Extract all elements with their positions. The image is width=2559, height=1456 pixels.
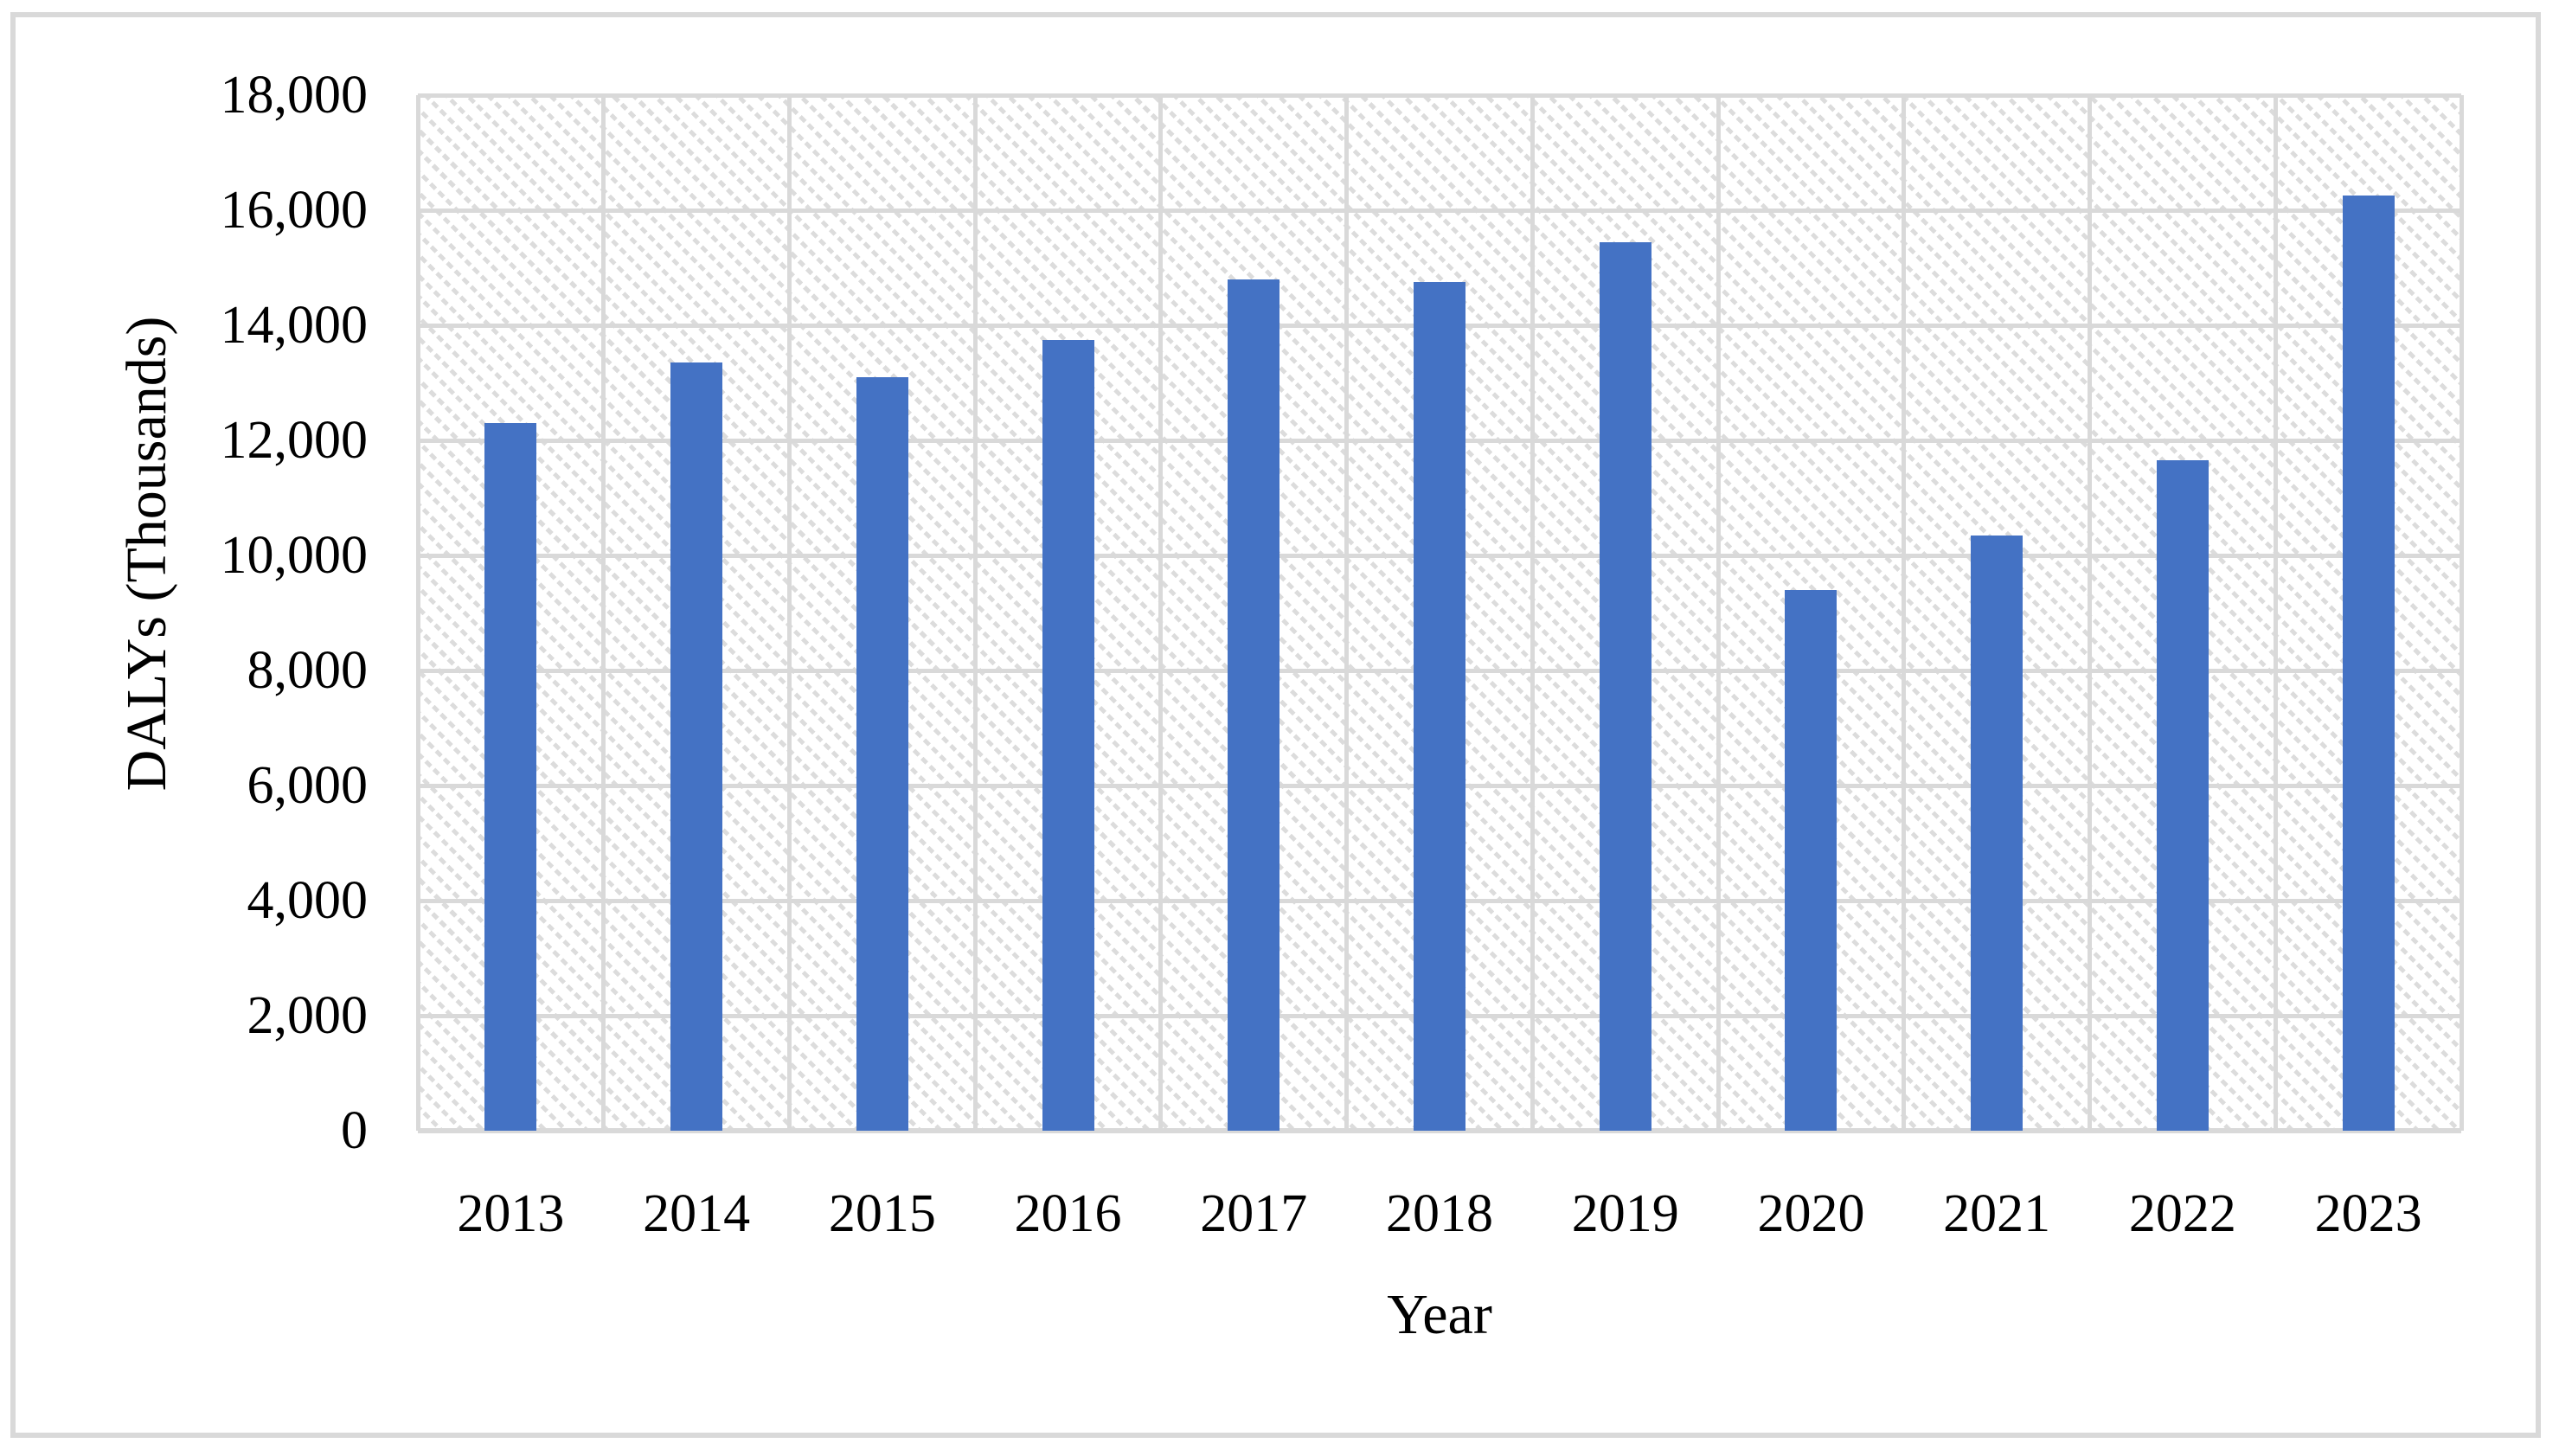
bar-2020 — [1785, 589, 1837, 1131]
y-tick-label: 6,000 — [247, 756, 369, 815]
bar-2015 — [856, 376, 908, 1131]
y-tick-label: 18,000 — [220, 66, 369, 125]
x-tick-label: 2016 — [1014, 1184, 1122, 1243]
y-tick-label: 12,000 — [220, 411, 369, 470]
v-gridline — [1344, 95, 1350, 1131]
v-gridline — [2273, 95, 2278, 1131]
v-gridline — [1158, 95, 1164, 1131]
v-gridline — [786, 95, 792, 1131]
v-gridline — [1530, 95, 1535, 1131]
h-gridline — [418, 93, 2461, 98]
y-tick-label: 14,000 — [220, 296, 369, 355]
x-tick-label: 2013 — [457, 1184, 565, 1243]
x-tick-label: 2022 — [2128, 1184, 2236, 1243]
bar-2021 — [1971, 535, 2023, 1131]
x-tick-label: 2014 — [643, 1184, 751, 1243]
bar-2019 — [1599, 241, 1651, 1131]
v-gridline — [601, 95, 606, 1131]
x-tick-label: 2020 — [1757, 1184, 1865, 1243]
bar-2013 — [484, 423, 537, 1131]
y-tick-label: 2,000 — [247, 986, 369, 1045]
bar-2023 — [2342, 196, 2395, 1131]
y-tick-label: 0 — [341, 1101, 368, 1160]
bar-2018 — [1414, 282, 1465, 1131]
x-tick-label: 2019 — [1571, 1184, 1679, 1243]
v-gridline — [1902, 95, 1907, 1131]
y-tick-label: 4,000 — [247, 871, 369, 930]
x-tick-label: 2018 — [1386, 1184, 1493, 1243]
x-tick-label: 2023 — [2314, 1184, 2422, 1243]
y-axis-title: DALYs (Thousands) — [115, 316, 178, 792]
v-gridline — [2459, 95, 2464, 1131]
v-gridline — [1716, 95, 1721, 1131]
y-tick-label: 16,000 — [220, 181, 369, 240]
bar-2016 — [1042, 339, 1094, 1131]
bar-2014 — [670, 362, 723, 1131]
v-gridline — [972, 95, 978, 1131]
h-gridline — [418, 208, 2461, 213]
v-gridline — [415, 95, 420, 1131]
v-gridline — [2088, 95, 2093, 1131]
x-tick-label: 2021 — [1943, 1184, 2051, 1243]
x-axis-line — [418, 1128, 2461, 1133]
y-tick-label: 8,000 — [247, 641, 369, 700]
bar-2022 — [2156, 460, 2209, 1131]
bar-2017 — [1228, 279, 1280, 1131]
x-axis-title: Year — [1387, 1283, 1492, 1346]
x-tick-label: 2017 — [1200, 1184, 1308, 1243]
y-tick-label: 10,000 — [220, 526, 369, 585]
x-tick-label: 2015 — [828, 1184, 936, 1243]
